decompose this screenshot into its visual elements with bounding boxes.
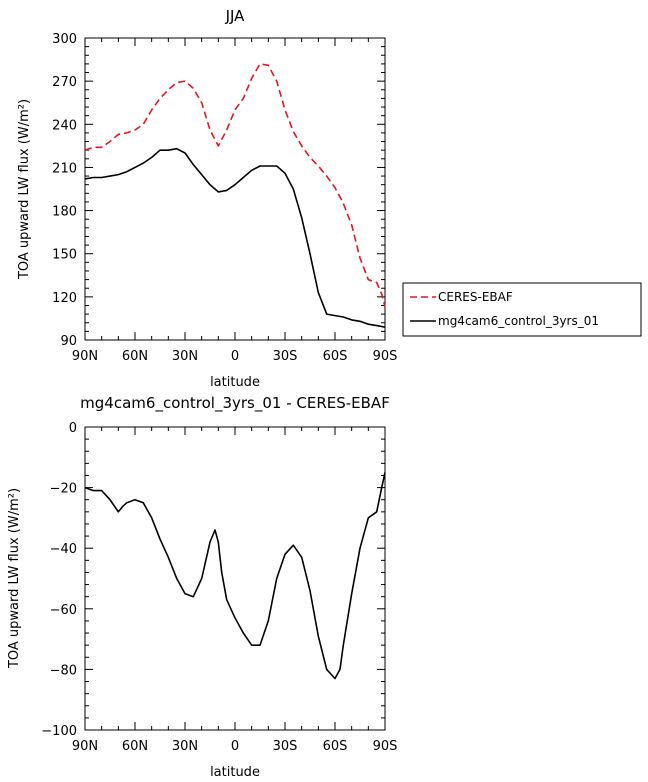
bottom-ytick-label: −20	[50, 482, 77, 497]
top-ytick-label: 180	[52, 205, 77, 220]
top-xtick-label: 30N	[172, 349, 198, 364]
top-xtick-label: 0	[231, 349, 239, 364]
legend-label-ceres: CERES-EBAF	[438, 290, 513, 304]
top-panel: JJA 90 120 150 180 210 240 270 300 90N 60N 30N 0 30…	[17, 7, 642, 390]
top-xtick-label: 90S	[373, 349, 398, 364]
top-chart-title: JJA	[225, 7, 246, 25]
top-plot-frame	[84, 37, 386, 341]
bottom-xtick-label: 30S	[273, 739, 298, 754]
bottom-ytick-label: −60	[50, 603, 77, 618]
top-ytick-label: 270	[52, 75, 77, 90]
top-y-axis-label: TOA upward LW flux (W/m²)	[17, 99, 32, 280]
top-x-axis-label: latitude	[210, 375, 260, 390]
legend-box	[402, 282, 642, 337]
legend-label-model: mg4cam6_control_3yrs_01	[438, 314, 599, 328]
bottom-xtick-label: 60S	[323, 739, 348, 754]
top-ytick-label: 240	[52, 118, 77, 133]
bottom-chart-title: mg4cam6_control_3yrs_01 - CERES-EBAF	[80, 394, 390, 413]
bottom-y-axis-label: TOA upward LW flux (W/m²)	[7, 488, 22, 669]
top-xtick-label: 60N	[122, 349, 148, 364]
bottom-ytick-label: −40	[50, 542, 77, 557]
top-ytick-label: 300	[52, 32, 77, 47]
top-xtick-label: 90N	[72, 349, 98, 364]
bottom-ytick-label: −100	[41, 724, 77, 739]
bottom-xtick-label: 30N	[172, 739, 198, 754]
series-line-mg4cam6-control-3yrs-01	[84, 147, 386, 328]
bottom-x-axis-label: latitude	[210, 765, 260, 780]
top-ytick-label: 90	[60, 334, 77, 349]
top-xtick-label: 30S	[273, 349, 298, 364]
bottom-ytick-label: 0	[69, 421, 77, 436]
series-line-ceres-ebaf	[84, 63, 386, 308]
top-ytick-label: 120	[52, 291, 77, 306]
bottom-difference-line	[84, 472, 386, 680]
bottom-ytick-label: −80	[50, 663, 77, 678]
top-ytick-label: 210	[52, 161, 77, 176]
bottom-xtick-label: 90S	[373, 739, 398, 754]
bottom-panel: mg4cam6_control_3yrs_01 - CERES-EBAF −10…	[7, 394, 397, 780]
bottom-plot-frame	[84, 426, 386, 731]
bottom-xtick-label: 60N	[122, 739, 148, 754]
top-xtick-label: 60S	[323, 349, 348, 364]
top-ytick-label: 150	[52, 248, 77, 263]
bottom-xtick-label: 0	[231, 739, 239, 754]
legend: CERES-EBAF mg4cam6_control_3yrs_01	[402, 282, 642, 337]
bottom-xtick-label: 90N	[72, 739, 98, 754]
